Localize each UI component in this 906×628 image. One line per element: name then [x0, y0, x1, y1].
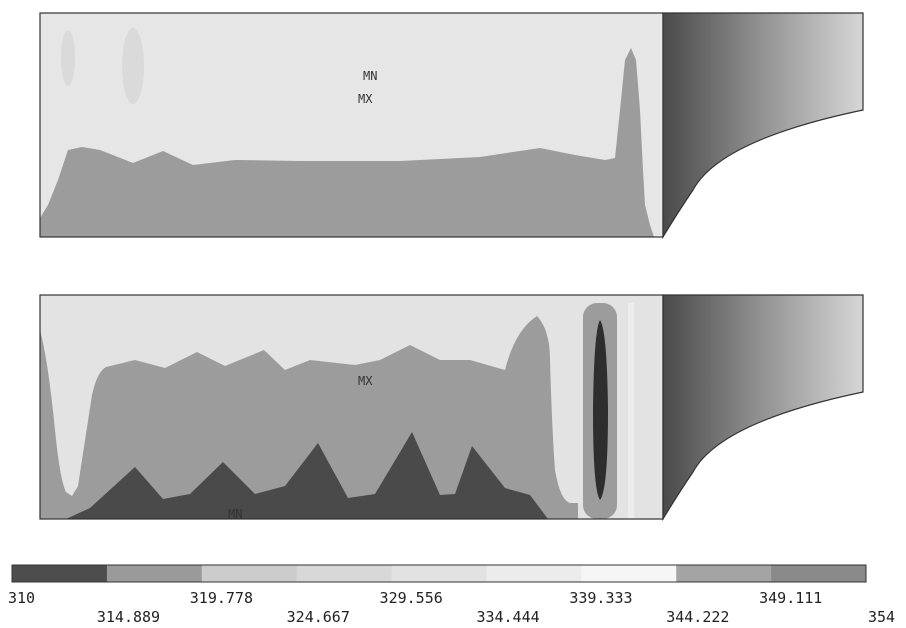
bottom-panel-mid-band: [40, 295, 578, 519]
legend-tick-label: 344.222: [666, 608, 729, 626]
legend-tick-label: 339.333: [569, 589, 632, 607]
bottom-flange: [662, 294, 864, 522]
legend-tick-label: 354: [868, 608, 895, 626]
legend-tick-label: 319.778: [190, 589, 253, 607]
top-panel-spot: [122, 28, 144, 104]
top-contour-panel: MN MX: [39, 12, 864, 240]
bottom-contour-panel: MX MN: [39, 294, 864, 522]
legend-tick-label: 310: [8, 589, 35, 607]
top-marker-mx: MX: [358, 92, 373, 106]
color-legend: 310 314.889 319.778 324.667 329.556 334.444 33…: [8, 564, 895, 626]
bottom-panel-dark-spike: [593, 320, 608, 500]
bottom-marker-mn: MN: [228, 507, 242, 521]
top-panel-spot: [61, 30, 75, 86]
bottom-panel-light-strip: [628, 303, 634, 519]
legend-swatch: [12, 565, 108, 582]
top-panel-lower-band: [40, 48, 654, 237]
legend-swatch: [201, 565, 298, 582]
legend-swatch: [676, 565, 772, 582]
bottom-marker-mx: MX: [358, 374, 373, 388]
legend-tick-label: 324.667: [287, 608, 350, 626]
legend-tick-label: 334.444: [476, 608, 539, 626]
legend-swatch: [106, 565, 203, 582]
legend-outline: [11, 564, 867, 583]
legend-swatch: [486, 565, 582, 582]
legend-swatch: [581, 565, 677, 582]
top-marker-mn: MN: [363, 69, 377, 83]
legend-tick-label: 349.111: [759, 589, 822, 607]
legend-tick-label: 314.889: [97, 608, 160, 626]
top-flange: [662, 12, 864, 240]
legend-swatch: [391, 565, 487, 582]
legend-swatch: [771, 565, 867, 582]
legend-swatch: [296, 565, 393, 582]
legend-tick-label: 329.556: [380, 589, 443, 607]
bottom-panel-dark-band: [66, 432, 548, 519]
